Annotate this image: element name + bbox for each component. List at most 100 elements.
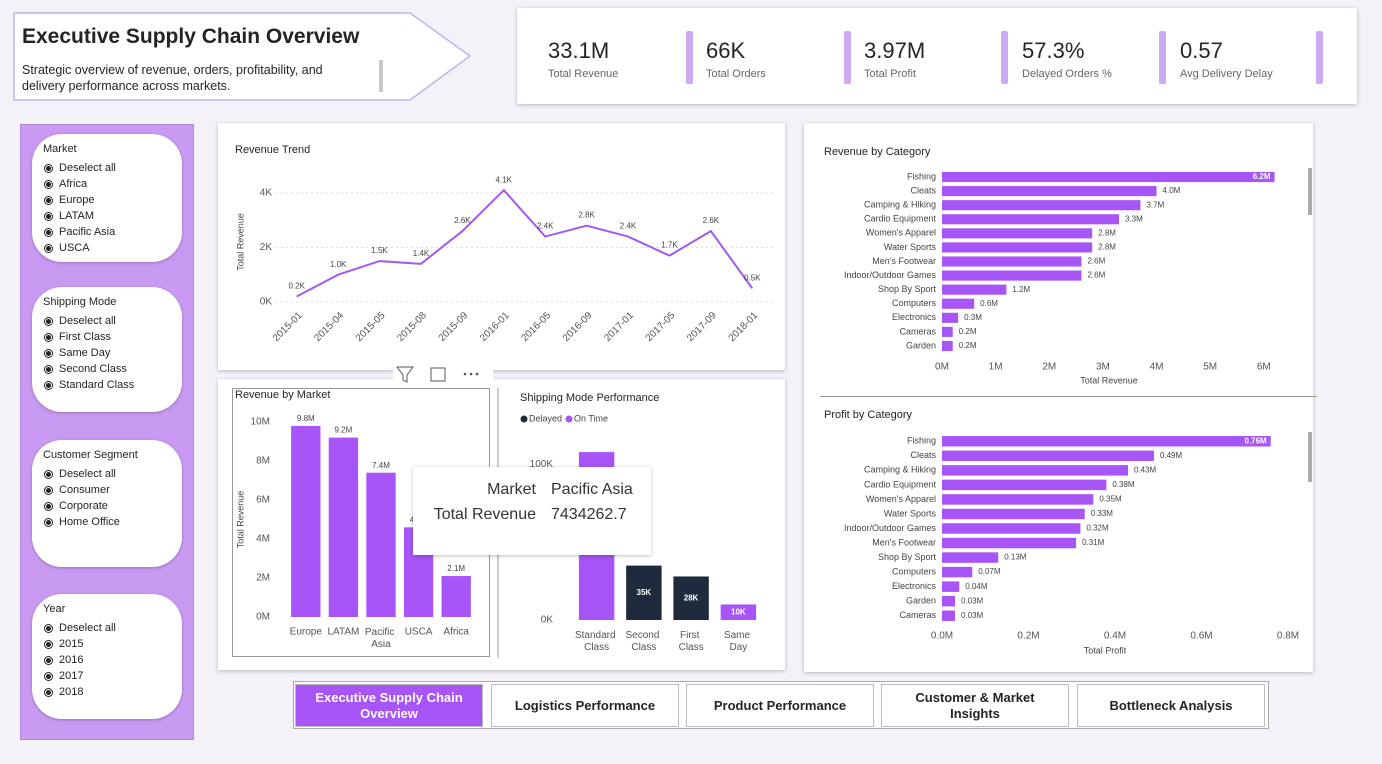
slicer-item-label: LATAM	[59, 210, 95, 222]
kpi-value: 0.57	[1180, 38, 1223, 63]
slicer-title: Shipping Mode	[43, 296, 117, 308]
radio	[44, 517, 53, 527]
radio	[44, 380, 53, 390]
nav-button[interactable]: Bottleneck Analysis	[1077, 684, 1265, 727]
kpi-label: Avg Delivery Delay	[1180, 68, 1273, 80]
nav-button[interactable]: Logistics Performance	[491, 684, 679, 727]
slicer-title: Year	[43, 603, 66, 615]
radio	[44, 485, 53, 495]
trend-card	[218, 123, 785, 370]
slicer-item[interactable]: Deselect all	[44, 622, 116, 634]
page-title: Executive Supply Chain Overview	[22, 25, 360, 48]
category-card	[804, 123, 1313, 672]
kpi-label: Total Revenue	[548, 68, 619, 80]
slicer-item[interactable]: Home Office	[44, 516, 120, 528]
slicer-item[interactable]: USCA	[44, 242, 90, 254]
slicer-item[interactable]: Same Day	[44, 347, 110, 359]
radio	[44, 364, 53, 374]
slicer-item[interactable]: Deselect all	[44, 162, 116, 174]
page-subtitle: Strategic overview of revenue, orders, p…	[22, 63, 323, 93]
radio	[44, 639, 53, 649]
nav-button[interactable]: Product Performance	[686, 684, 874, 727]
slicer-item[interactable]: Consumer	[44, 484, 110, 496]
radio	[44, 195, 53, 205]
scrollbar	[1308, 432, 1312, 482]
slicer-item[interactable]: 2016	[44, 654, 83, 666]
slicer-item[interactable]: Europe	[44, 194, 94, 206]
kpi-accent	[1158, 31, 1166, 84]
radio	[44, 163, 53, 173]
kpi-accent	[1001, 31, 1008, 84]
radio	[44, 211, 53, 221]
slicer-item-label: Europe	[59, 194, 95, 206]
slicer-item[interactable]: Corporate	[44, 500, 108, 512]
slicer-item[interactable]: Standard Class	[44, 379, 134, 391]
slicer-item-label: Second Class	[59, 363, 127, 375]
radio	[44, 243, 53, 253]
slicer-item-label: Deselect all	[59, 315, 116, 327]
radio	[44, 332, 53, 342]
divider	[820, 396, 1317, 397]
radio	[44, 671, 53, 681]
kpi-accent	[686, 31, 693, 84]
slicer-item-label: 2015	[59, 638, 84, 650]
radio	[44, 687, 53, 697]
kpi-label: Total Profit	[864, 68, 916, 80]
radio	[44, 655, 53, 665]
kpi-value: 3.97M	[864, 38, 926, 63]
slicer-item[interactable]: 2017	[44, 670, 83, 682]
kpi-value: 66K	[706, 38, 746, 63]
slicer-item-label: 2017	[59, 670, 84, 682]
slicer: Customer Segment Deselect all Consumer Corp…	[32, 440, 182, 567]
slicer: Year Deselect all 2015 2016 2017 2018	[32, 594, 182, 719]
slicer-item[interactable]: Pacific Asia	[44, 226, 115, 238]
slicer-item-label: Pacific Asia	[59, 226, 116, 238]
slicer-item[interactable]: LATAM	[44, 210, 94, 222]
slicer-item-label: Corporate	[59, 500, 108, 512]
radio	[44, 227, 53, 237]
slicer-item[interactable]: 2018	[44, 686, 83, 698]
tooltip: Market Pacific Asia Total Revenue 7434262.7	[413, 467, 651, 555]
slicer-item-label: Africa	[59, 178, 88, 190]
slicer-item[interactable]: First Class	[44, 331, 111, 343]
slicer-item-label: Deselect all	[59, 622, 116, 634]
slicer-title: Customer Segment	[43, 449, 138, 461]
slicer-item[interactable]: 2015	[44, 638, 83, 650]
slicer: Market Deselect all Africa Europe LATAM Pacif…	[32, 134, 182, 262]
radio	[44, 316, 53, 326]
kpi-accent	[843, 31, 851, 84]
slicer-title: Market	[43, 143, 77, 155]
kpi-value: 33.1M	[548, 38, 610, 63]
tooltip-value: 7434262.7	[551, 506, 627, 523]
slicer-item-label: 2016	[59, 654, 84, 666]
slicer-item[interactable]: Africa	[44, 178, 87, 190]
kpi-accent	[1316, 31, 1323, 84]
kpi-value: 57.3%	[1022, 38, 1085, 63]
slicer-item-label: Standard Class	[59, 379, 135, 391]
slicer-item[interactable]: Second Class	[44, 363, 127, 375]
tooltip-row: Market Pacific Asia	[413, 481, 651, 506]
slicer-item[interactable]: Deselect all	[44, 468, 116, 480]
tooltip-row: Total Revenue 7434262.7	[413, 506, 651, 531]
kpi-card: 33.1M Total Revenue 66K Total Orders 3.97M To…	[517, 8, 1357, 104]
visual-header-icons[interactable]	[393, 363, 493, 385]
slicer-item[interactable]: Deselect all	[44, 315, 116, 327]
radio	[44, 501, 53, 511]
slicer-item-label: Same Day	[59, 347, 111, 359]
radio	[44, 179, 53, 189]
slicer-item-label: Deselect all	[59, 162, 116, 174]
nav-button[interactable]: Executive Supply Chain Overview	[295, 684, 483, 727]
tooltip-value: Pacific Asia	[551, 481, 633, 498]
nav-button[interactable]: Customer & Market Insights	[881, 684, 1069, 727]
radio	[44, 469, 53, 479]
slicer-item-label: Deselect all	[59, 468, 116, 480]
slicer-item-label: USCA	[59, 242, 90, 254]
radio	[44, 348, 53, 358]
tooltip-label: Market	[487, 481, 536, 498]
radio	[44, 623, 53, 633]
tooltip-label: Total Revenue	[433, 506, 536, 523]
scrollbar	[1308, 168, 1312, 215]
slicer-item-label: Home Office	[59, 516, 120, 528]
